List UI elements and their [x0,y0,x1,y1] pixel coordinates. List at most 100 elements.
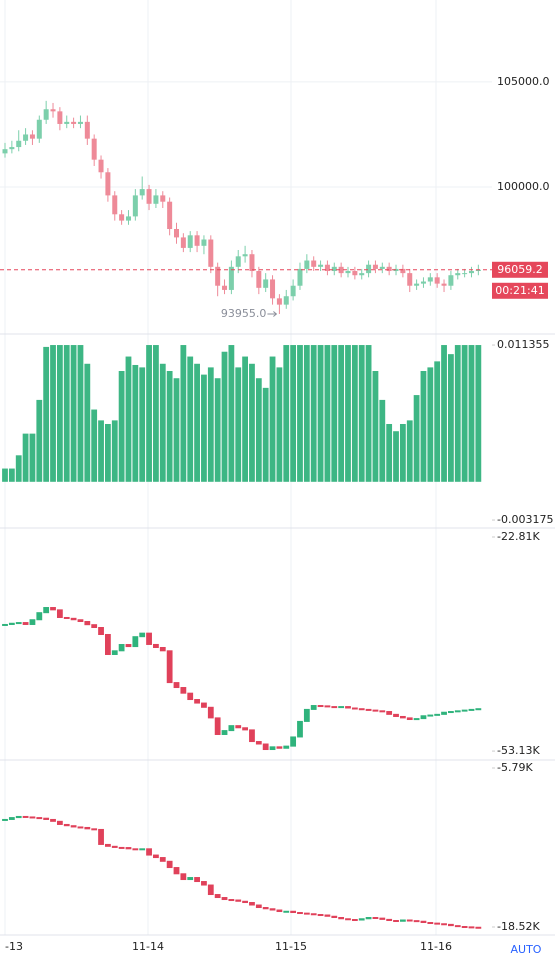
delta-body [29,619,36,625]
candle-body [139,189,145,196]
delta-body [448,711,454,714]
bar [269,356,276,482]
delta-body [194,877,200,883]
bar [434,361,441,482]
candle-body [222,285,228,290]
delta-body [324,705,331,708]
bar [441,345,447,482]
delta-body [372,709,379,712]
delta-body [338,706,345,709]
bar [36,399,43,482]
candle-body [379,266,385,269]
delta-body [159,857,166,862]
candle-body [36,119,42,139]
delta-body [358,918,365,921]
delta-body [290,736,297,747]
candle-body [441,283,447,286]
candle-body [290,285,296,297]
candle-body [338,266,344,274]
delta-body [214,894,221,899]
delta-body [91,828,98,831]
bar [70,345,77,482]
candle-body [407,273,413,286]
delta-body [111,845,118,848]
candle-body [276,298,282,305]
delta-body [379,917,386,920]
candle-body [180,237,186,248]
bar [379,399,386,482]
delta-body [365,708,372,711]
bar [461,345,468,482]
delta-body [8,622,15,625]
candle-body [242,254,248,257]
delta-body [8,817,15,820]
delta-body [393,920,399,923]
delta-body [153,854,159,859]
delta-body [454,710,461,713]
delta-body [283,745,290,749]
candle-body [71,121,77,124]
delta-body [132,848,139,851]
delta-body [386,918,393,922]
y-tick-label: -18.52K [497,920,540,933]
bar [255,378,262,482]
y-tick-label: -22.81K [497,530,540,543]
bar [413,395,420,482]
bar [159,363,166,482]
candle-body [9,147,15,150]
bar [317,345,324,482]
bar [365,345,372,482]
delta-body [345,706,351,709]
y-tick-label: 100000.0 [497,180,550,193]
delta-body [50,818,56,822]
candle-body [468,271,474,274]
bar [235,367,242,482]
delta-body [310,705,317,710]
bar [283,345,290,482]
delta-body [22,622,29,625]
delta-body [2,818,8,821]
y-tick-label: -0.003175 [497,513,553,526]
candle-body [318,264,324,267]
bar [228,345,235,482]
bar [310,345,317,482]
delta-body [63,823,70,827]
x-tick-label: 11-16 [420,940,452,953]
delta-body [105,633,111,655]
bar [338,345,345,482]
delta-body [276,746,283,749]
candle-body [414,283,420,286]
delta-body [475,708,482,711]
bar [454,345,461,482]
delta-body [98,627,104,635]
delta-body [317,705,324,708]
candle-body [475,269,481,272]
delta-body [201,702,207,708]
delta-body [43,817,50,820]
delta-body [468,708,475,711]
delta-body [351,919,358,922]
scale-mode-button[interactable]: AUTO [511,943,542,956]
candle-body [462,273,468,275]
candle-body [84,121,90,139]
delta-body [399,919,406,922]
candle-body [57,111,63,124]
delta-body [187,692,194,701]
delta-body [276,909,283,913]
bar [207,367,214,482]
candle-body [119,214,125,221]
delta-body [214,717,221,735]
delta-body [290,910,297,914]
delta-body [207,884,214,896]
delta-body [461,709,468,712]
delta-body [448,923,454,927]
delta-body [317,914,324,917]
delta-body [22,815,29,818]
candle-body [256,271,262,288]
candle-body [50,109,56,112]
delta-body [15,815,22,819]
candle-body [160,195,166,202]
delta-body [70,825,77,828]
delta-body [475,926,482,929]
candle-body [208,239,214,267]
